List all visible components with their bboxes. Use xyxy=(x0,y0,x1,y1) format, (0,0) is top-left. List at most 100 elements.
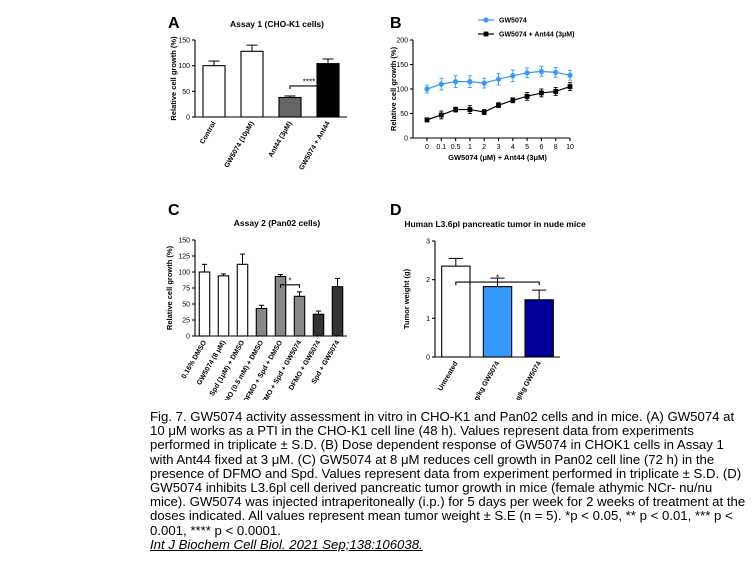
y-tick-label: 0 xyxy=(404,136,408,143)
data-point xyxy=(553,89,559,94)
data-point xyxy=(424,117,430,123)
data-point xyxy=(539,90,544,96)
y-tick-label: 0 xyxy=(186,334,190,341)
category-label: Untreated xyxy=(437,361,459,393)
bar xyxy=(255,307,268,337)
legend-marker xyxy=(483,17,489,23)
figure-caption: Fig. 7. GW5074 activity assessment in vi… xyxy=(150,409,750,552)
data-point xyxy=(524,70,530,76)
y-tick-label: 100 xyxy=(396,87,408,94)
bar xyxy=(236,263,249,337)
category-label: GW5074 (10μM) xyxy=(224,121,256,170)
data-point xyxy=(524,93,530,99)
significance-bracket xyxy=(289,85,329,89)
y-tick-label: 1 xyxy=(426,316,430,323)
x-tick-label: 1 xyxy=(468,144,472,151)
bar xyxy=(202,65,226,118)
panel-letter: B xyxy=(390,15,402,32)
x-tick-label: 0 xyxy=(425,144,429,151)
bar xyxy=(312,313,325,337)
significance-label: **** xyxy=(303,77,315,86)
legend-marker xyxy=(483,31,489,37)
legend-label: GW5074 xyxy=(499,18,527,25)
bar xyxy=(316,63,340,118)
category-label: 5mg/kg GW5074 xyxy=(510,360,543,400)
data-point xyxy=(495,76,502,82)
data-point xyxy=(553,69,559,75)
panel-title: Assay 2 (Pan02 cells) xyxy=(234,218,321,228)
y-tick-label: 0 xyxy=(186,115,190,122)
panel-letter: D xyxy=(390,202,402,219)
y-tick-label: 3 xyxy=(426,239,430,246)
y-tick-label: 150 xyxy=(178,38,190,45)
y-axis-label: Relative cell growth (%) xyxy=(169,36,178,121)
data-point xyxy=(481,109,487,115)
bar xyxy=(524,299,554,358)
x-tick-label: 10 xyxy=(566,144,574,151)
y-tick-label: 2 xyxy=(426,277,430,284)
data-point xyxy=(453,107,458,112)
category-label: 1mg/kg GW5074 xyxy=(468,360,501,400)
panel-title: Assay 1 (CHO-K1 cells) xyxy=(230,19,324,29)
y-tick-label: 75 xyxy=(182,286,190,293)
data-point xyxy=(538,68,545,74)
data-point xyxy=(496,102,501,108)
significance-label: * xyxy=(288,276,291,285)
bar xyxy=(482,286,513,358)
panel-a: A Assay 1 (CHO-K1 cells) 0 50 100 150Relative… xyxy=(168,15,347,171)
y-axis-label: Relative cell growth (%) xyxy=(165,245,174,330)
y-tick-label: 25 xyxy=(182,318,190,325)
data-point xyxy=(481,80,487,86)
caption-citation: Int J Biochem Cell Biol. 2021 Sep;138:10… xyxy=(150,536,423,552)
category-label: Ant44 (3μM) xyxy=(268,121,294,159)
category-label: Control xyxy=(199,120,218,145)
data-point xyxy=(424,86,430,92)
y-tick-label: 50 xyxy=(400,111,408,118)
panel-title: Human L3.6pl pancreatic tumor in nude mi… xyxy=(404,219,586,229)
y-tick-label: 150 xyxy=(178,238,190,245)
x-tick-label: 5 xyxy=(525,144,529,151)
bar xyxy=(240,50,264,118)
panel-c: C Assay 2 (Pan02 cells) 0 25 50 75 100 125 150 Re… xyxy=(165,202,347,400)
significance-label: * xyxy=(496,274,499,283)
y-tick-label: 150 xyxy=(396,62,408,69)
y-tick-label: 100 xyxy=(178,63,190,70)
legend-label: GW5074 + Ant44 (3μM) xyxy=(499,32,574,39)
x-axis-label: GW5074 (μM) + Ant44 (3μM) xyxy=(448,153,547,162)
panel-letter: C xyxy=(168,202,180,219)
bar xyxy=(293,295,306,337)
figure: A Assay 1 (CHO-K1 cells)050100150Relative… xyxy=(165,15,586,400)
y-tick-label: 50 xyxy=(182,302,190,309)
y-tick-label: 50 xyxy=(182,89,190,96)
data-point xyxy=(467,79,473,85)
x-tick-label: 8 xyxy=(554,144,558,151)
panel-letter: A xyxy=(168,15,180,32)
data-point xyxy=(438,81,444,87)
bar xyxy=(198,271,211,337)
data-point xyxy=(510,97,516,103)
significance-bracket xyxy=(455,281,540,286)
caption-text: Fig. 7. GW5074 activity assessment in vi… xyxy=(150,409,746,538)
y-tick-label: 200 xyxy=(396,38,408,45)
y-tick-label: 0 xyxy=(426,355,430,362)
y-axis-label: Tumor weight (g) xyxy=(402,268,411,329)
x-tick-label: 2 xyxy=(482,144,486,151)
x-tick-label: 0.1 xyxy=(436,144,446,151)
y-tick-label: 100 xyxy=(178,270,190,277)
x-tick-label: 4 xyxy=(511,144,515,151)
data-point xyxy=(467,107,473,112)
category-label: GW5074 + Ant44 xyxy=(298,120,332,171)
data-point xyxy=(453,79,459,85)
significance-bracket xyxy=(279,284,301,288)
data-point xyxy=(510,73,516,79)
x-tick-label: 6 xyxy=(539,144,543,151)
data-point xyxy=(567,84,573,89)
x-tick-label: 3 xyxy=(497,144,501,151)
bar xyxy=(217,275,230,337)
y-axis-label: Relative cell growth (%) xyxy=(389,46,398,131)
bar xyxy=(278,96,302,118)
category-label: Spd (1μM) + DMSO xyxy=(209,339,247,397)
data-point xyxy=(438,112,444,118)
